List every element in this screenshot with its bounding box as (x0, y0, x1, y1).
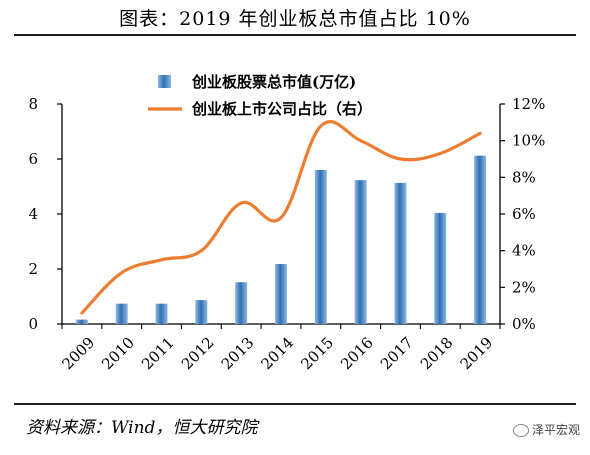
wechat-icon (512, 424, 529, 437)
bar (75, 319, 88, 324)
y-left-tick-label: 2 (28, 260, 38, 278)
source-note: 资料来源：Wind，恒大研究院 (26, 418, 258, 438)
y-left-tick-label: 4 (28, 205, 38, 223)
bar-series (75, 155, 487, 324)
x-tick-label: 2014 (258, 334, 298, 374)
bar (354, 180, 367, 324)
bar (115, 303, 128, 324)
source-divider (14, 403, 576, 405)
y-right-tick-label: 4% (512, 242, 536, 260)
bar (474, 155, 487, 324)
y-left-tick-label: 8 (28, 95, 38, 113)
y-left-tick-label: 6 (28, 150, 38, 168)
line-path (80, 120, 482, 315)
x-tick-label: 2015 (297, 334, 337, 374)
bar (195, 300, 208, 324)
bar (434, 212, 447, 324)
y-right-tick-label: 10% (512, 132, 545, 150)
y-right-tick-label: 0% (512, 315, 536, 333)
x-tick-label: 2009 (58, 334, 98, 374)
y-right-tick-label: 6% (512, 205, 536, 223)
bar (314, 170, 327, 324)
bar (275, 264, 287, 324)
x-tick-label: 2013 (218, 334, 258, 374)
line-series (80, 120, 482, 315)
x-tick-label: 2010 (98, 334, 138, 374)
x-tick-label: 2017 (377, 334, 417, 374)
legend-line-label: 创业板上市公司占比（右） (191, 100, 372, 118)
bar (235, 282, 248, 324)
legend-bar-label: 创业板股票总市值(万亿) (191, 73, 356, 91)
bar (394, 182, 407, 324)
x-tick-label: 2016 (337, 334, 377, 374)
y-left-tick-label: 0 (28, 315, 38, 333)
x-tick-label: 2018 (417, 334, 457, 374)
x-tick-label: 2012 (178, 334, 218, 374)
x-tick-label: 2019 (457, 334, 497, 374)
y-right-tick-label: 12% (512, 95, 545, 113)
bar (155, 303, 168, 324)
legend: 创业板股票总市值(万亿) 创业板上市公司占比（右） (148, 73, 372, 118)
chart-title: 图表：2019 年创业板总市值占比 10% (119, 8, 471, 30)
y-right-tick-label: 8% (512, 168, 536, 186)
x-tick-label: 2011 (138, 334, 178, 374)
y-right-tick-label: 2% (512, 278, 536, 296)
watermark: 泽平宏观 (512, 421, 580, 438)
legend-bar-swatch (158, 75, 171, 88)
watermark-label: 泽平宏观 (531, 423, 580, 437)
title-divider (14, 34, 576, 36)
